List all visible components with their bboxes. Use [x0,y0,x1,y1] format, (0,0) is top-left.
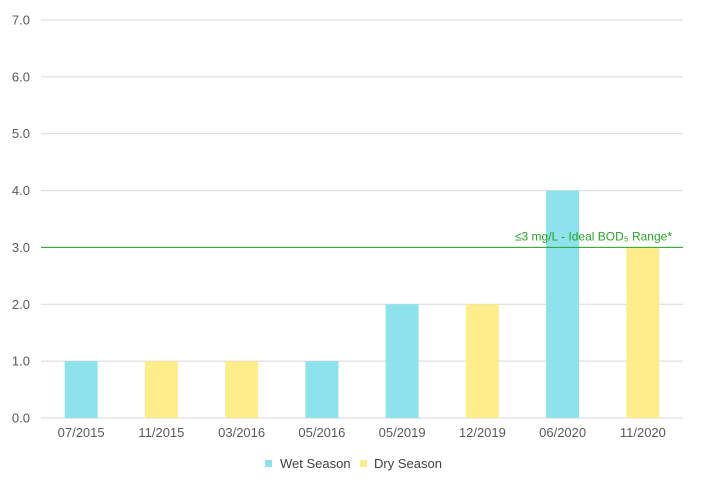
reference-line-group: ≤3 mg/L - Ideal BOD₅ Range* [41,229,683,248]
y-axis-labels: 0.0 1.0 2.0 3.0 4.0 5.0 6.0 7.0 [12,13,30,426]
x-tick-label: 11/2020 [620,425,666,440]
x-tick-label: 05/2019 [379,425,426,440]
x-tick-label: 12/2019 [459,425,506,440]
legend-swatch-wet-season [265,460,272,467]
x-axis-labels: 07/2015 11/2015 03/2016 05/2016 05/2019 12/20… [58,425,666,440]
y-tick-label: 4.0 [12,183,30,198]
y-tick-label: 6.0 [12,69,30,84]
legend-label-dry-season: Dry Season [374,456,442,471]
legend-swatch-dry-season [360,460,367,467]
bar-05-2016 [305,361,339,418]
bar-07-2015 [64,361,98,418]
x-tick-label: 05/2016 [298,425,345,440]
legend: Wet Season Dry Season [265,456,442,471]
bar-06-2020 [546,190,580,418]
y-tick-label: 7.0 [12,13,30,28]
legend-label-wet-season: Wet Season [280,456,351,471]
x-tick-label: 11/2015 [138,425,184,440]
x-tick-label: 06/2020 [539,425,586,440]
bar-12-2019 [465,304,499,418]
x-tick-label: 07/2015 [58,425,105,440]
y-tick-label: 2.0 [12,297,30,312]
gridlines [41,19,683,419]
y-tick-label: 1.0 [12,354,30,369]
bar-05-2019 [385,304,419,418]
y-tick-label: 3.0 [12,240,30,255]
bar-11-2015 [144,361,178,418]
y-tick-label: 5.0 [12,126,30,141]
x-tick-label: 03/2016 [218,425,265,440]
bar-03-2016 [225,361,259,418]
reference-line-label: ≤3 mg/L - Ideal BOD₅ Range* [515,229,672,243]
bars [64,190,660,418]
bar-11-2020 [626,247,660,418]
y-tick-label: 0.0 [12,411,30,426]
